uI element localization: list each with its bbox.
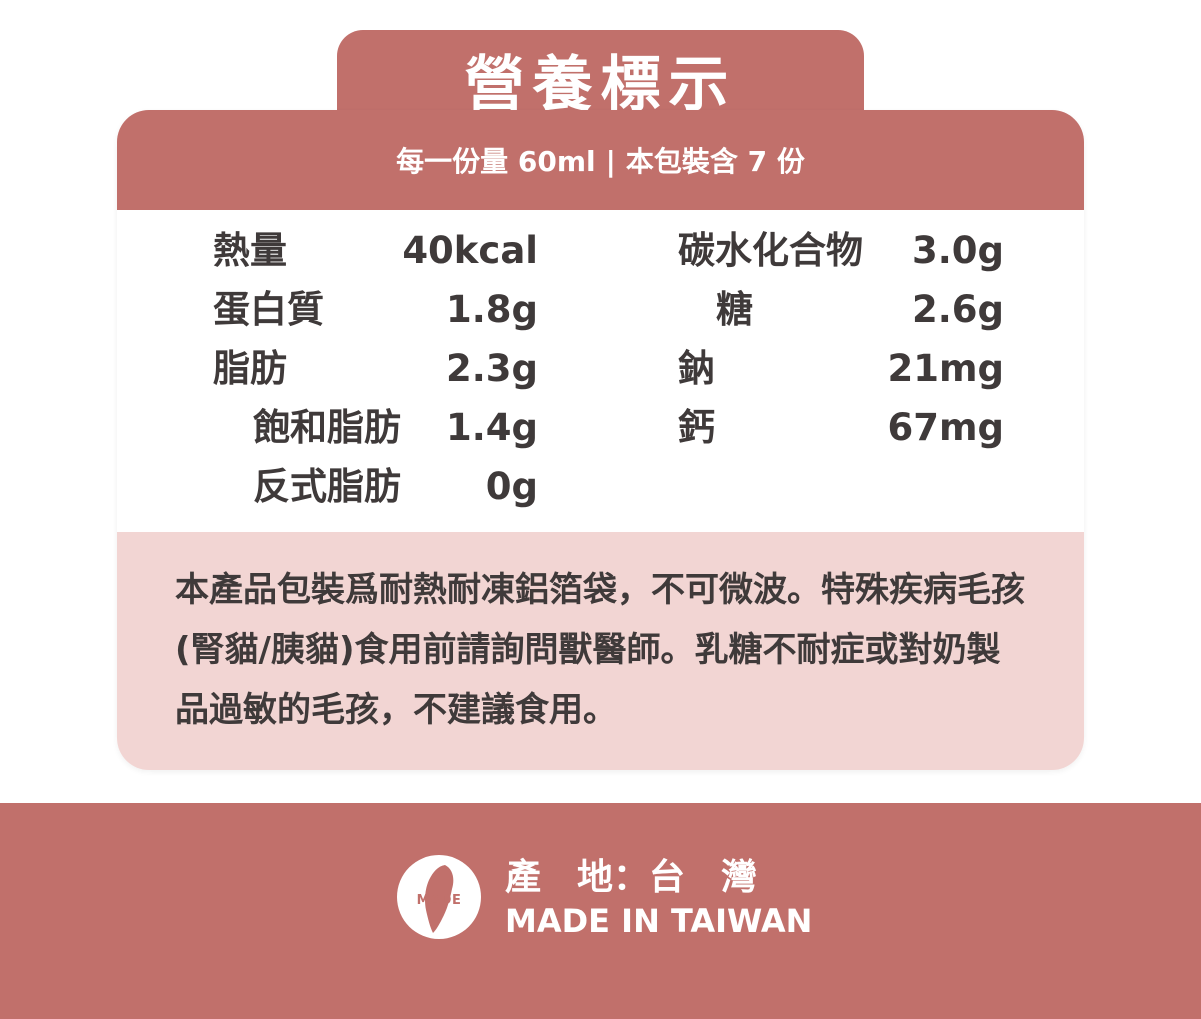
nutrient-label: 蛋白質 (213, 288, 324, 331)
nutrient-row-carbohydrate: 碳水化合物 3.0g (678, 222, 1004, 280)
nutrition-card: 每一份量 60ml | 本包裝含 7 份 熱量 40kcal 蛋白質 1.8g 脂肪… (117, 110, 1084, 770)
nutrient-row-fat: 脂肪 2.3g (213, 340, 538, 398)
nutrient-value: 0g (485, 465, 538, 508)
serving-size: 每一份量 60ml (396, 145, 596, 178)
warning-note: 本產品包裝爲耐熱耐凍鋁箔袋，不可微波。特殊疾病毛孩(腎貓/胰貓)食用前請詢問獸醫… (117, 532, 1084, 770)
page-title: 營養標示 (464, 50, 737, 120)
nutrient-label: 飽和脂肪 (253, 406, 401, 449)
nutrient-label: 反式脂肪 (253, 465, 401, 508)
origin-label-en: MADE IN TAIWAN (505, 902, 813, 940)
taiwan-map-icon (425, 865, 454, 933)
origin-label-zh: 產 地：台 灣 (505, 857, 758, 898)
nutrient-label: 熱量 (213, 229, 287, 272)
nutrient-value: 2.6g (911, 288, 1004, 331)
nutrient-row-calcium: 鈣 67mg (678, 399, 1004, 457)
nutrient-value: 40kcal (402, 229, 538, 272)
nutrient-value: 1.8g (445, 288, 538, 331)
card-header: 每一份量 60ml | 本包裝含 7 份 (117, 110, 1084, 210)
nutrient-value: 67mg (887, 406, 1004, 449)
warning-note-text: 本產品包裝爲耐熱耐凍鋁箔袋，不可微波。特殊疾病毛孩(腎貓/胰貓)食用前請詢問獸醫… (175, 570, 1025, 730)
nutrient-row-calories: 熱量 40kcal (213, 222, 538, 280)
nutrient-label: 脂肪 (213, 347, 287, 390)
nutrition-table: 熱量 40kcal 蛋白質 1.8g 脂肪 2.3g 飽和脂肪 1.4g 反式脂… (117, 210, 1084, 532)
nutrient-value: 1.4g (445, 406, 538, 449)
nutrient-value: 21mg (887, 347, 1004, 390)
serving-info: 每一份量 60ml | 本包裝含 7 份 (117, 140, 1084, 184)
nutrient-label: 鈣 (678, 406, 715, 449)
footer-band (0, 803, 1201, 1019)
nutrient-value: 2.3g (445, 347, 538, 390)
nutrient-label: 鈉 (678, 347, 715, 390)
nutrient-row-sodium: 鈉 21mg (678, 340, 1004, 398)
badge-label: MADE (416, 893, 462, 908)
nutrient-label: 糖 (716, 288, 753, 331)
nutrient-row-saturated-fat: 飽和脂肪 1.4g (253, 399, 538, 457)
nutrient-row-protein: 蛋白質 1.8g (213, 281, 538, 339)
nutrient-row-trans-fat: 反式脂肪 0g (253, 458, 538, 516)
serving-separator: | (605, 145, 616, 178)
nutrient-value: 3.0g (911, 229, 1004, 272)
nutrient-label: 碳水化合物 (678, 229, 863, 272)
made-in-taiwan-badge: MADE (397, 855, 481, 939)
servings-per-package: 本包裝含 7 份 (625, 145, 805, 178)
nutrient-row-sugar: 糖 2.6g (716, 281, 1004, 339)
